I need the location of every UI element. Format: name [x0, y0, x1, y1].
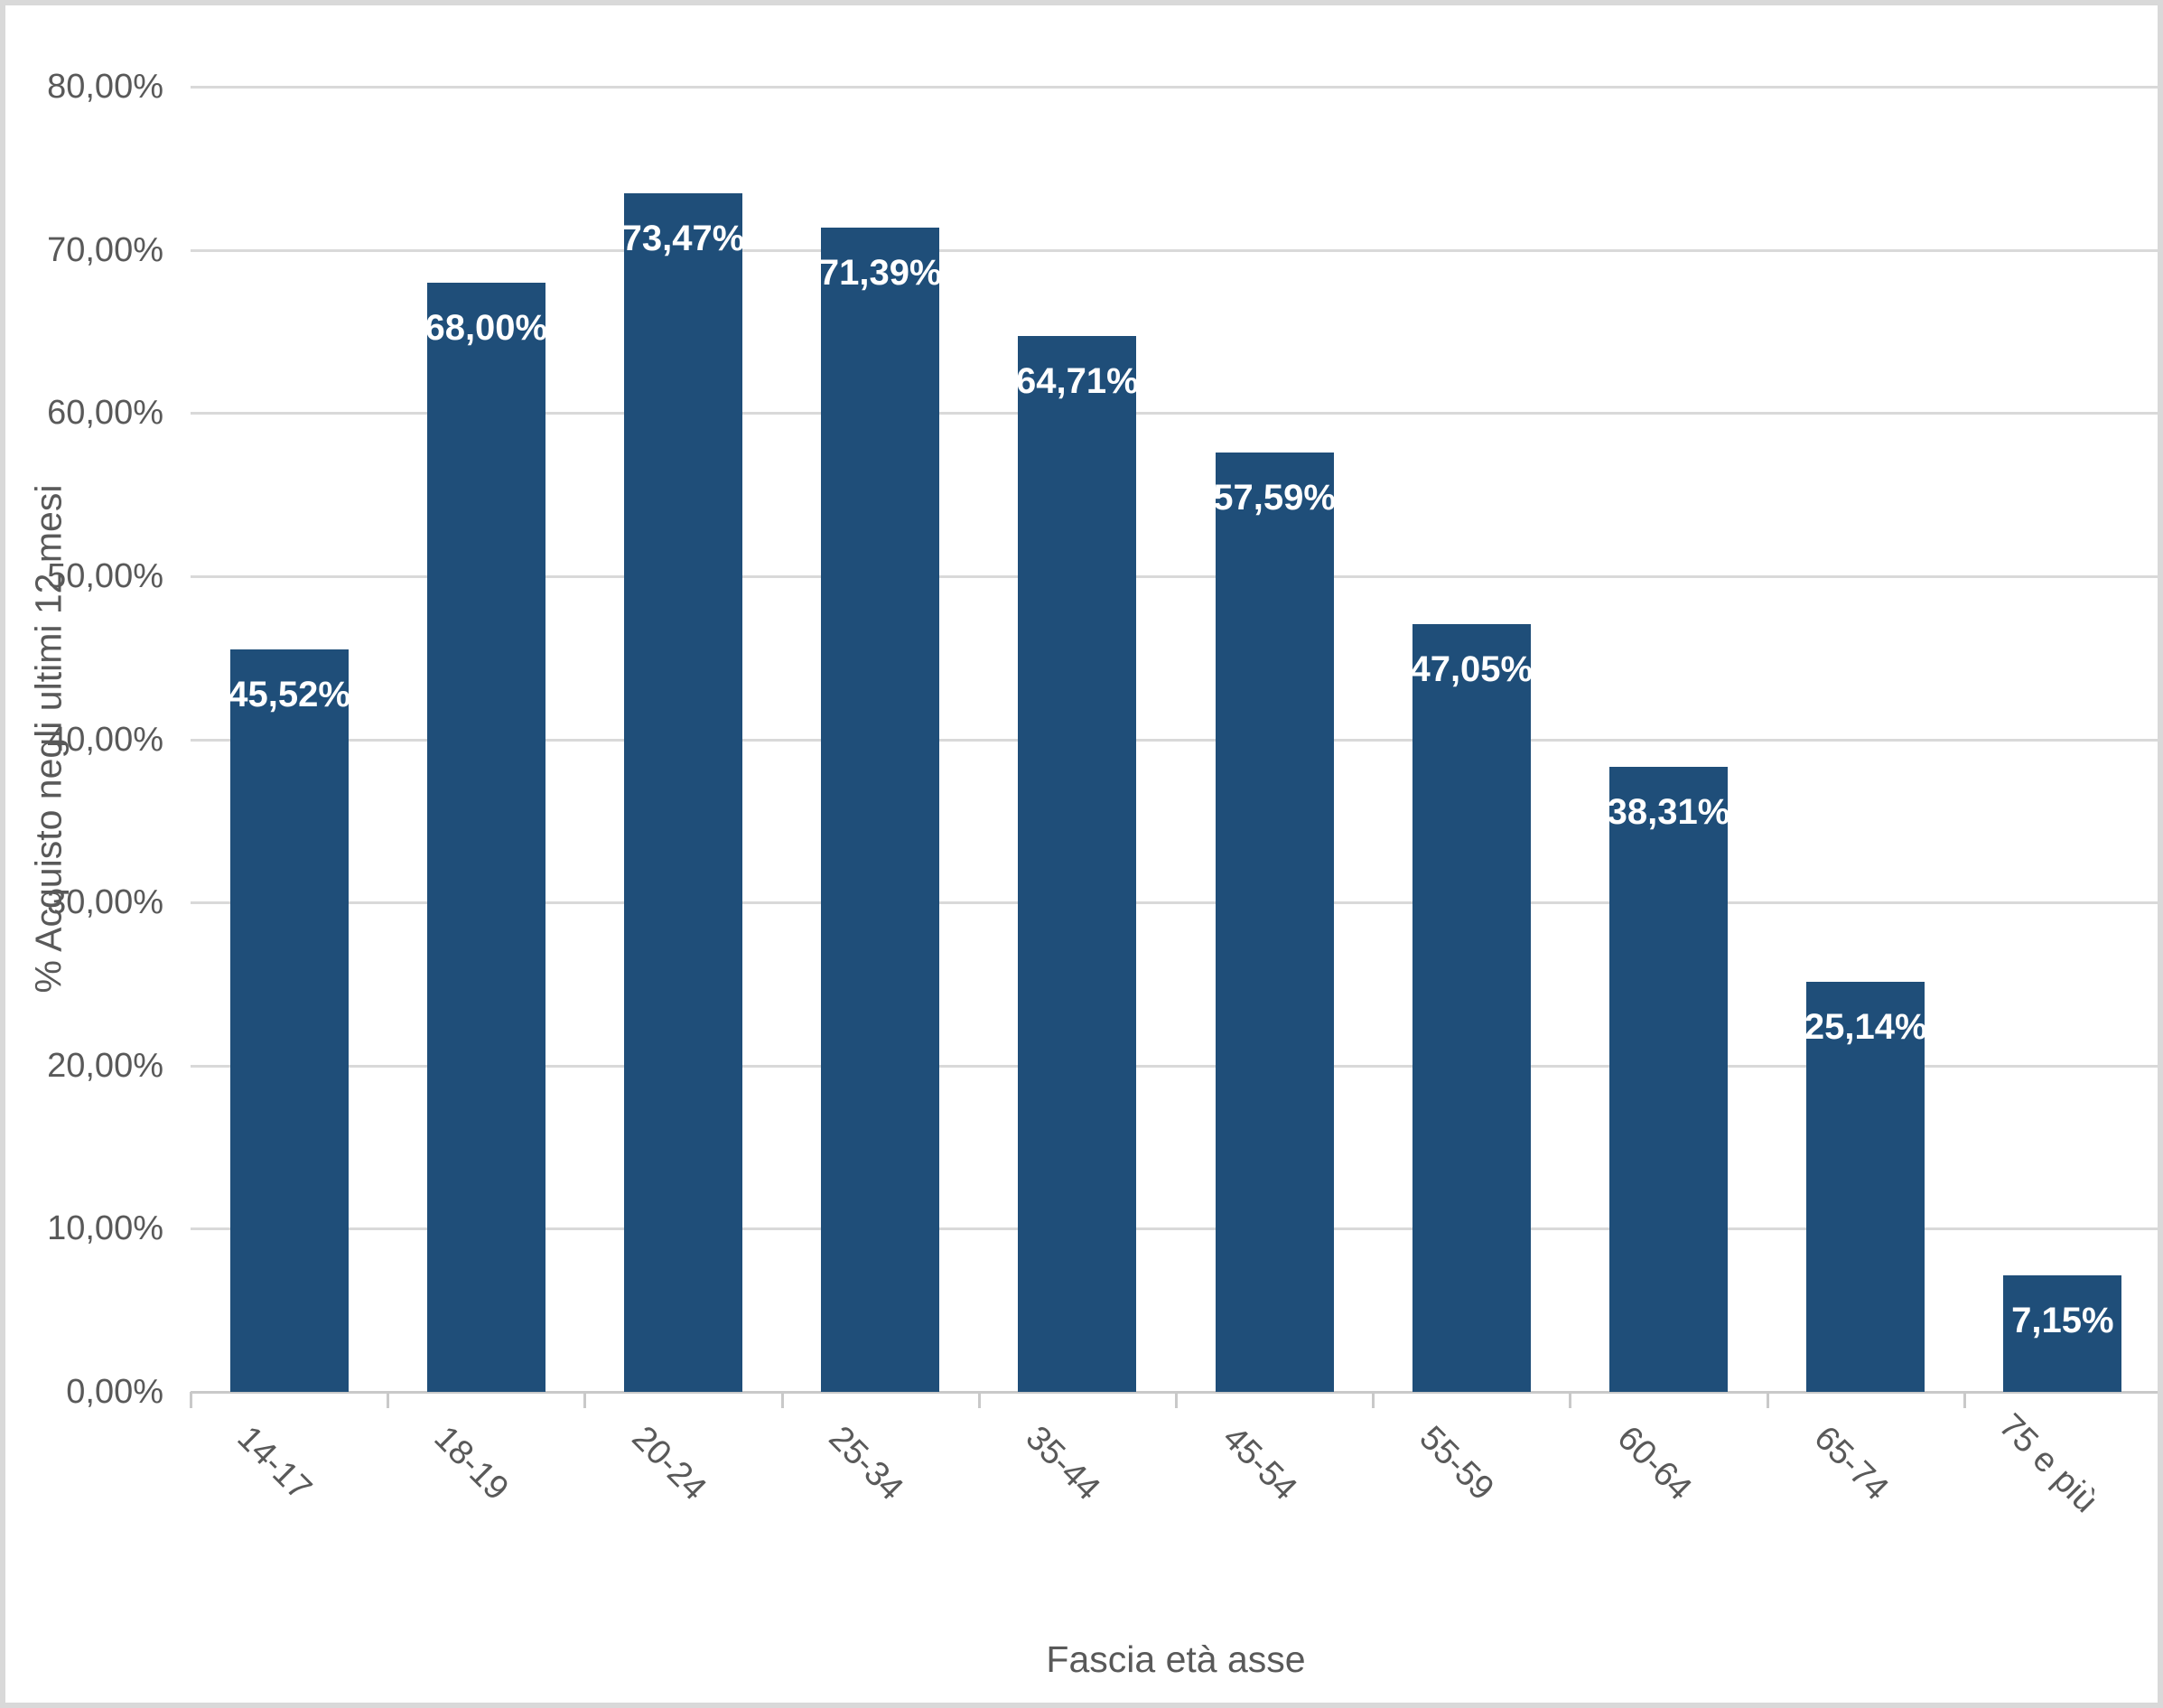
- x-tick-label: 25-34: [821, 1419, 910, 1508]
- x-tick-label: 45-54: [1215, 1419, 1305, 1508]
- bar-value-label: 71,39%: [818, 252, 942, 293]
- bar: [1018, 336, 1137, 1392]
- bar: [1215, 452, 1334, 1392]
- y-tick-label: 20,00%: [47, 1046, 163, 1085]
- bar: [2003, 1274, 2122, 1392]
- bar-value-label: 68,00%: [424, 307, 548, 348]
- x-tick-label: 65-74: [1806, 1419, 1896, 1508]
- y-tick-label: 60,00%: [47, 394, 163, 433]
- bar-value-label: 64,71%: [1016, 361, 1139, 402]
- bar: [1609, 767, 1728, 1392]
- y-tick-label: 80,00%: [47, 68, 163, 106]
- x-tick-mark: [1175, 1392, 1178, 1408]
- gridline: [191, 1227, 2158, 1231]
- bar-value-label: 57,59%: [1213, 477, 1336, 518]
- gridline: [191, 901, 2158, 905]
- y-tick-label: 30,00%: [47, 883, 163, 922]
- bar: [1412, 624, 1531, 1392]
- bar-value-label: 7,15%: [2011, 1300, 2114, 1340]
- y-tick-label: 50,00%: [47, 556, 163, 595]
- x-tick-mark: [1569, 1392, 1572, 1408]
- x-tick-mark: [387, 1392, 390, 1408]
- y-tick-label: 0,00%: [66, 1373, 163, 1411]
- bar-value-label: 38,31%: [1607, 792, 1730, 833]
- x-tick-label: 55-59: [1412, 1419, 1502, 1508]
- y-tick-label: 70,00%: [47, 230, 163, 269]
- x-tick-mark: [780, 1392, 784, 1408]
- x-tick-label: 20-24: [624, 1419, 713, 1508]
- x-tick-mark: [190, 1392, 192, 1408]
- bar: [624, 192, 742, 1392]
- y-tick-label: 10,00%: [47, 1209, 163, 1248]
- x-tick-mark: [1372, 1392, 1375, 1408]
- y-tick-label: 40,00%: [47, 720, 163, 759]
- bar-value-label: 47,05%: [1410, 649, 1534, 690]
- x-axis-title: Fascia età asse: [1046, 1638, 1306, 1680]
- x-tick-mark: [583, 1392, 587, 1408]
- x-tick-mark: [1963, 1392, 1966, 1408]
- x-tick-mark: [1766, 1392, 1769, 1408]
- bar-value-label: 73,47%: [621, 218, 745, 258]
- bar: [821, 227, 940, 1392]
- x-axis-line: [191, 1391, 2158, 1394]
- x-tick-label: 35-44: [1018, 1419, 1107, 1508]
- bar: [229, 649, 349, 1392]
- x-tick-label: 75 e più: [1991, 1406, 2105, 1520]
- bar-value-label: 25,14%: [1804, 1006, 1927, 1047]
- x-tick-label: 60-64: [1609, 1419, 1699, 1508]
- gridline: [191, 738, 2158, 742]
- x-tick-mark: [977, 1392, 981, 1408]
- gridline: [191, 574, 2158, 578]
- x-tick-label: 18-19: [426, 1419, 517, 1508]
- gridline: [191, 86, 2158, 89]
- gridline: [191, 1064, 2158, 1068]
- x-tick-label: 14-17: [229, 1419, 320, 1508]
- bar-value-label: 45,52%: [228, 674, 350, 714]
- gridline: [191, 412, 2158, 415]
- bar: [1806, 981, 1925, 1392]
- gridline: [191, 248, 2158, 252]
- bar: [426, 282, 545, 1392]
